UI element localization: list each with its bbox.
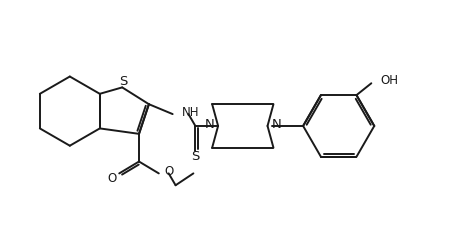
Text: O: O (165, 165, 174, 178)
Text: S: S (119, 75, 127, 88)
Text: S: S (191, 150, 200, 163)
Text: N: N (271, 118, 281, 131)
Text: O: O (108, 172, 117, 185)
Text: OH: OH (380, 74, 398, 87)
Text: N: N (204, 118, 214, 131)
Text: NH: NH (182, 106, 199, 119)
